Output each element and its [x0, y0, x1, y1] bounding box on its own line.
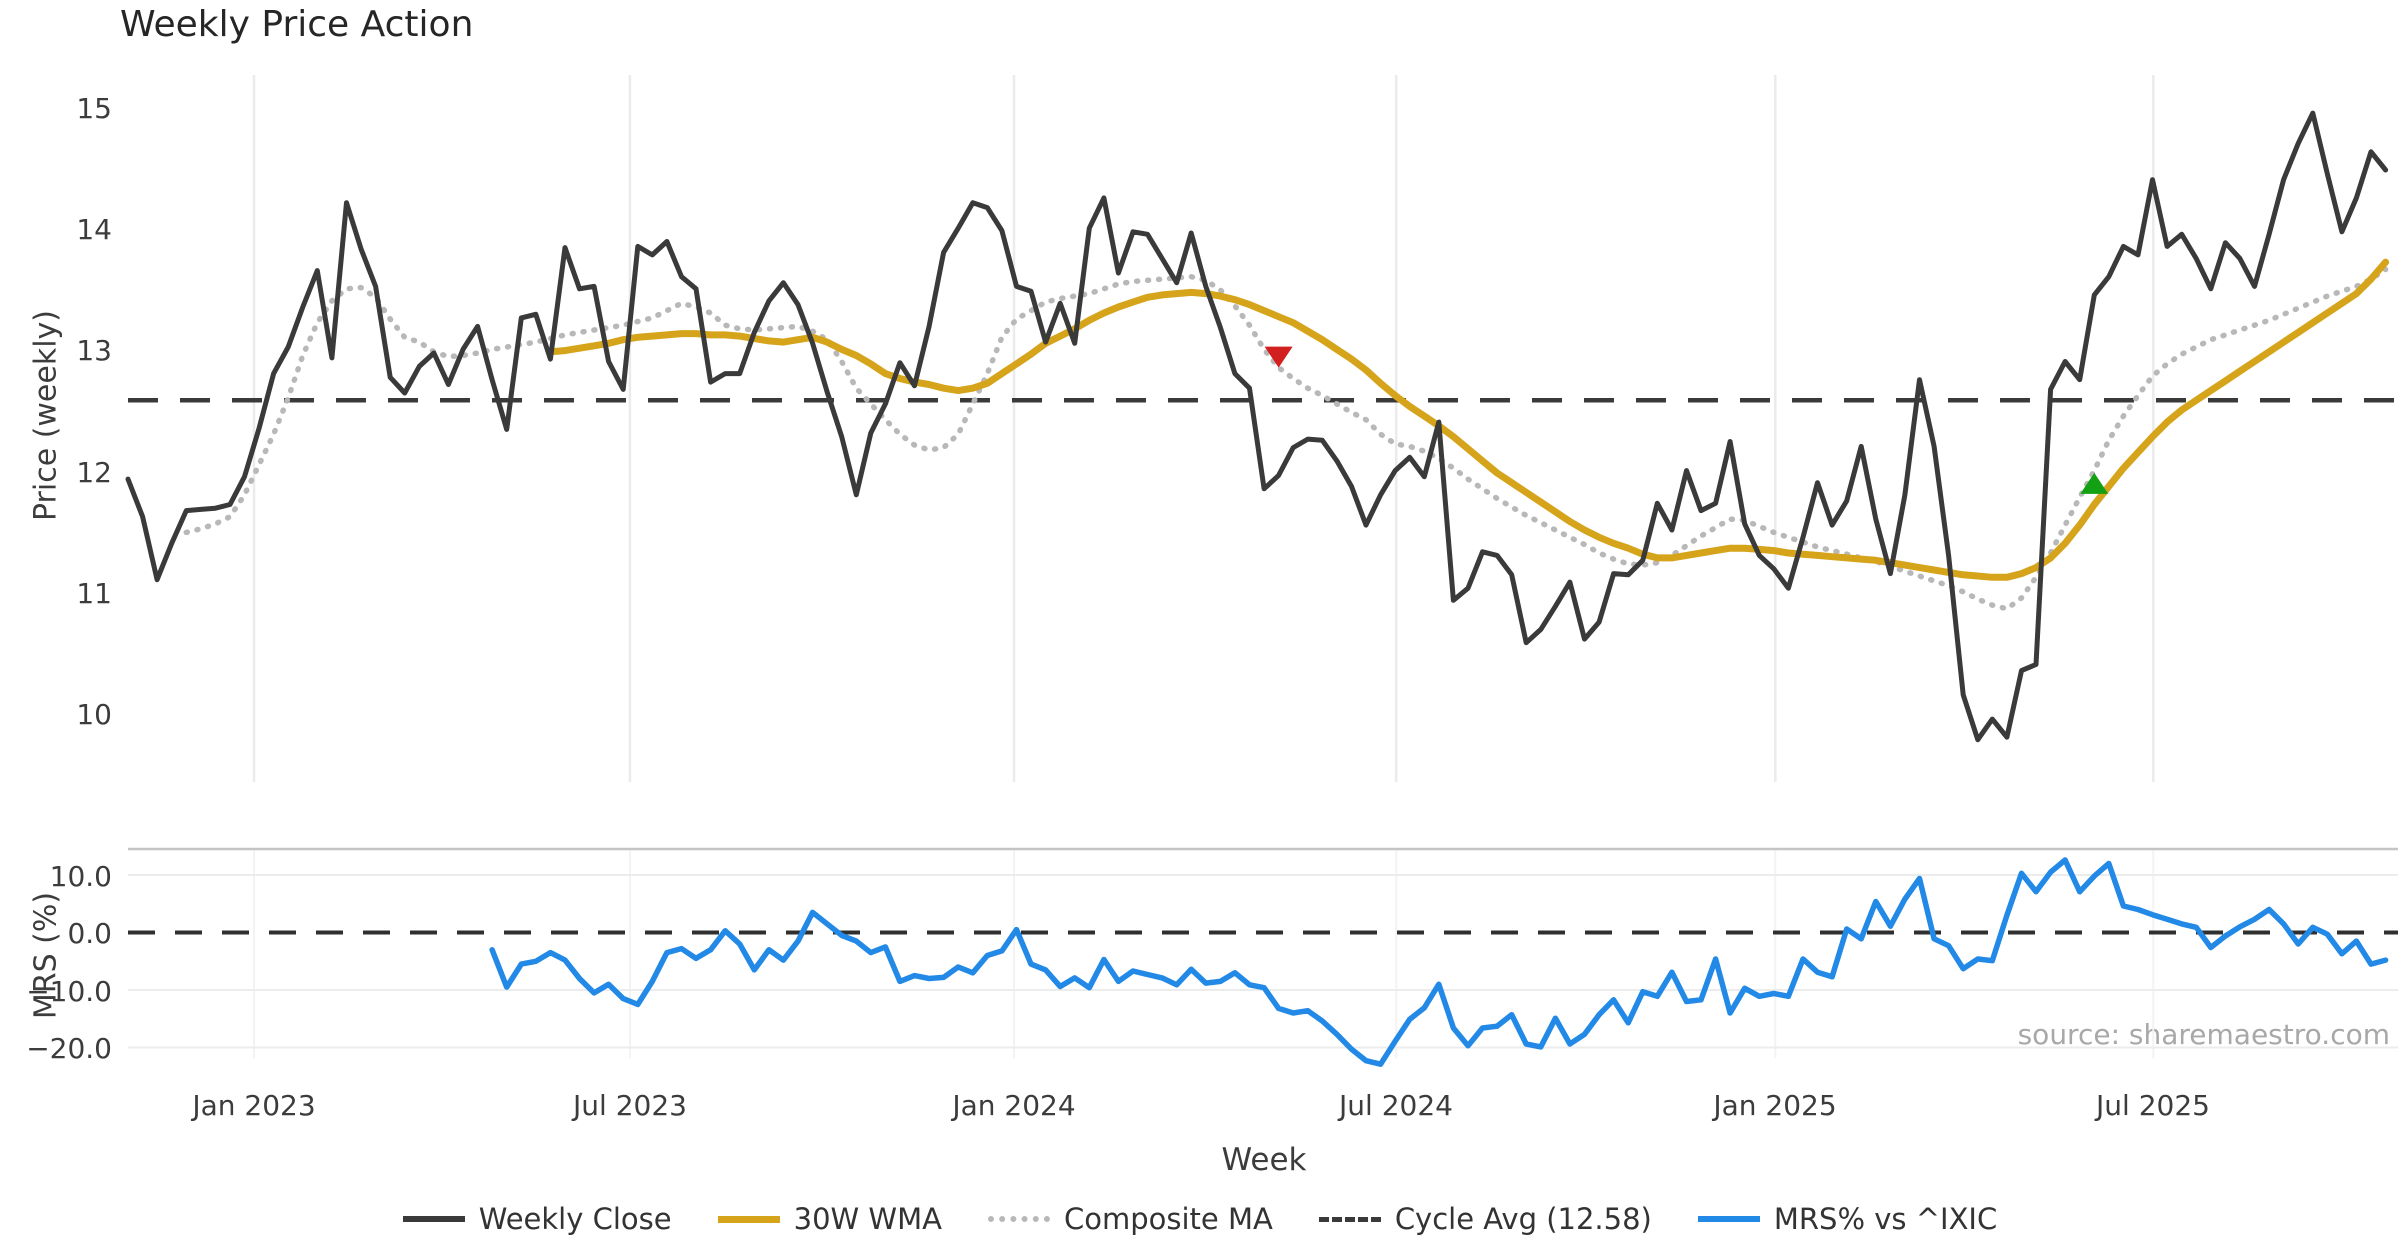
price-ytick-12: 12: [76, 456, 112, 489]
source-attribution: source: sharemaestro.com: [2017, 1018, 2390, 1051]
xtick-jul-2024: Jul 2024: [1339, 1089, 1453, 1122]
xtick-jul-2023: Jul 2023: [573, 1089, 687, 1122]
xtick-jul-2025: Jul 2025: [2096, 1089, 2210, 1122]
legend-label: MRS% vs ^IXIC: [1773, 1202, 1998, 1236]
cycle-avg-swatch-icon: [1318, 1216, 1381, 1222]
price-ytick-13: 13: [76, 334, 112, 367]
chart-legend: Weekly Close 30W WMA Composite MA Cycle …: [0, 1202, 2400, 1236]
mrs-ytick-m20: −20.0: [26, 1032, 112, 1065]
sell-signal-marker: [1264, 346, 1293, 368]
legend-item-30w-wma: 30W WMA: [717, 1202, 942, 1236]
mrs-ytick-m10: −10.0: [26, 975, 112, 1008]
xtick-jan-2024: Jan 2024: [952, 1089, 1076, 1122]
week-axis-label: Week: [1221, 1142, 1307, 1178]
price-ytick-11: 11: [76, 577, 112, 610]
mrs-swatch-icon: [1697, 1216, 1760, 1222]
legend-item-weekly-close: Weekly Close: [402, 1202, 672, 1236]
legend-label: Weekly Close: [478, 1202, 672, 1236]
price-ytick-10: 10: [76, 698, 112, 731]
weekly-close-line: [125, 110, 2389, 743]
weekly-close-swatch-icon: [402, 1216, 465, 1222]
mrs-ytick-0: 0.0: [67, 917, 112, 950]
buy-signal-marker: [2080, 472, 2109, 494]
legend-item-mrs: MRS% vs ^IXIC: [1697, 1202, 1998, 1236]
price-ytick-14: 14: [76, 213, 112, 246]
price-ytick-15: 15: [76, 92, 112, 125]
wma-swatch-icon: [717, 1215, 780, 1223]
legend-label: Cycle Avg (12.58): [1394, 1202, 1652, 1236]
legend-label: Composite MA: [1063, 1202, 1273, 1236]
wma-30w-line: [546, 258, 2390, 581]
xtick-jan-2025: Jan 2025: [1713, 1089, 1837, 1122]
xtick-jan-2023: Jan 2023: [192, 1089, 316, 1122]
mrs-line: [489, 857, 2389, 1067]
composite-ma-swatch-icon: [987, 1216, 1050, 1222]
mrs-ytick-10: 10.0: [49, 860, 112, 893]
chart-title: Weekly Price Action: [120, 4, 474, 45]
legend-label: 30W WMA: [793, 1202, 942, 1236]
legend-item-composite-ma: Composite MA: [987, 1202, 1273, 1236]
legend-item-cycle-avg: Cycle Avg (12.58): [1318, 1202, 1652, 1236]
